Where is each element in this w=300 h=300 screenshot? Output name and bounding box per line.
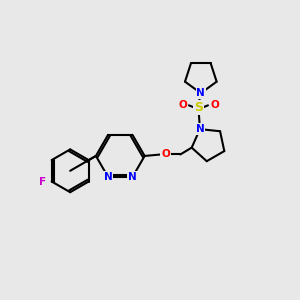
- Text: O: O: [161, 149, 170, 160]
- Text: F: F: [39, 176, 46, 187]
- Text: N: N: [196, 88, 205, 98]
- Text: S: S: [194, 101, 203, 114]
- Text: O: O: [210, 100, 219, 110]
- Text: N: N: [104, 172, 112, 182]
- Text: N: N: [196, 124, 204, 134]
- Text: O: O: [178, 100, 187, 110]
- Text: N: N: [128, 172, 137, 182]
